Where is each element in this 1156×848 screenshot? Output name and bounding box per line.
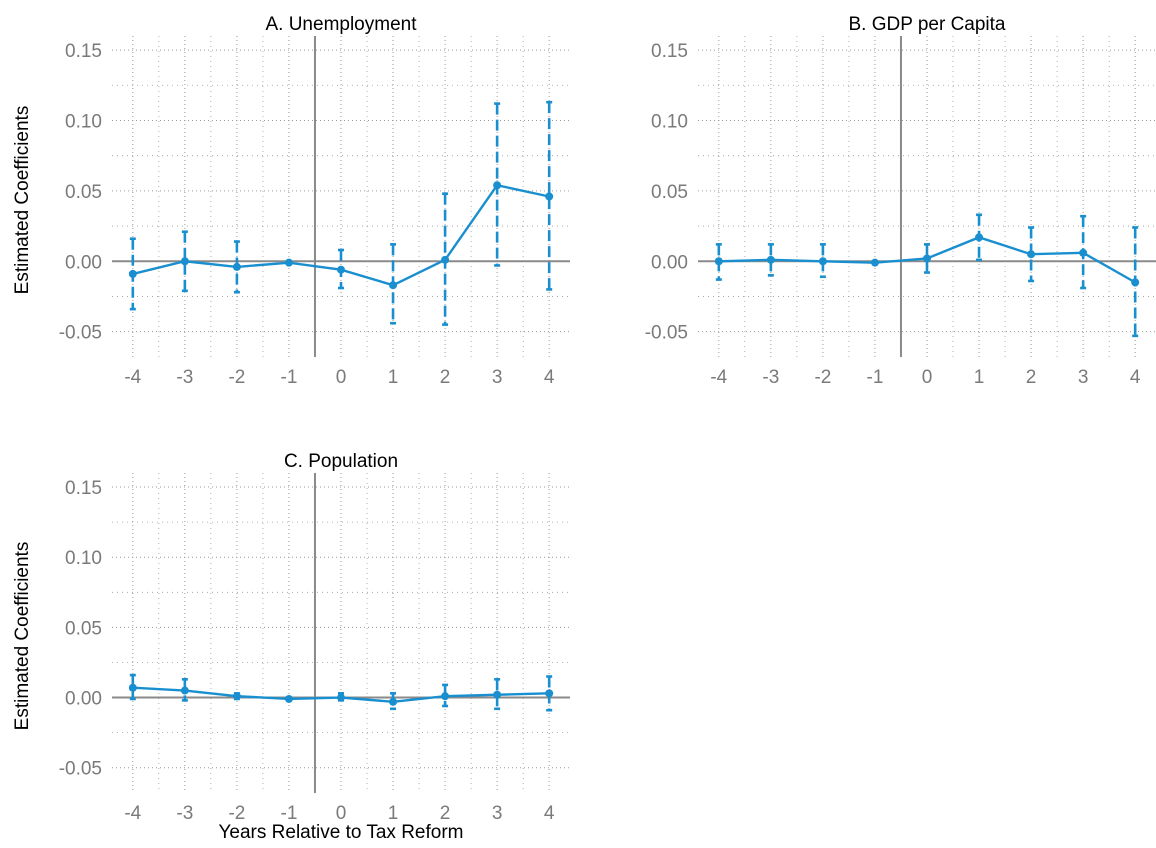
data-point <box>284 694 293 703</box>
y-tick-label: 0.15 <box>65 41 102 62</box>
x-tick-label: 2 <box>1026 367 1037 388</box>
y-tick-label: -0.05 <box>59 759 102 780</box>
data-point <box>180 257 189 266</box>
x-tick-label: 2 <box>440 803 451 824</box>
x-tick-label: 4 <box>544 367 555 388</box>
data-point <box>545 192 554 201</box>
data-point <box>337 265 345 274</box>
x-tick-label: 3 <box>1078 367 1089 388</box>
x-tick-label: 1 <box>388 803 399 824</box>
x-tick-label: 0 <box>922 367 933 388</box>
y-tick-label: 0.10 <box>651 111 688 132</box>
panel-unemployment: A. Unemployment Estimated Coefficients -… <box>12 14 570 388</box>
panel-population: C. Population Estimated Coefficients Yea… <box>12 451 570 843</box>
y-tick-label: -0.05 <box>645 323 688 344</box>
error-bar <box>767 243 774 277</box>
x-tick-label: -1 <box>867 367 884 388</box>
x-tick-label: -3 <box>176 803 193 824</box>
error-bar <box>924 243 930 274</box>
data-point <box>389 697 398 706</box>
y-axis-title-population: Estimated Coefficients <box>12 542 33 731</box>
x-tick-label: -4 <box>710 367 727 388</box>
x-tick-label: 3 <box>492 367 503 388</box>
grid-gdp-per-capita <box>698 36 1156 357</box>
x-axis-title-population: Years Relative to Tax Reform <box>218 822 463 843</box>
x-tick-label: 0 <box>336 803 347 824</box>
y-tick-label: 0.05 <box>65 618 102 639</box>
error-bar <box>546 100 553 291</box>
data-point <box>337 693 345 702</box>
data-point <box>493 181 502 190</box>
data-point <box>232 692 241 701</box>
x-tick-label: 1 <box>388 367 399 388</box>
data-point <box>441 692 450 701</box>
data-point <box>870 258 879 267</box>
x-tick-label: 0 <box>336 367 347 388</box>
x-tick-label: 3 <box>492 803 503 824</box>
data-point <box>180 686 189 695</box>
x-tick-label: 4 <box>1130 367 1141 388</box>
x-tick-label: -2 <box>228 803 245 824</box>
panel-title-population: C. Population <box>284 451 398 472</box>
x-tick-label: -1 <box>281 367 298 388</box>
data-point <box>923 254 931 263</box>
data-point <box>128 683 137 692</box>
x-tick-label: -3 <box>762 367 779 388</box>
panel-title-unemployment: A. Unemployment <box>265 14 417 35</box>
data-point <box>545 689 554 698</box>
data-point <box>714 257 723 266</box>
x-tick-label: -1 <box>281 803 298 824</box>
data-point <box>389 281 398 290</box>
data-point <box>1027 250 1036 259</box>
data-point <box>766 255 775 264</box>
y-tick-label: 0.00 <box>65 689 102 710</box>
y-tick-label: 0.10 <box>65 548 102 569</box>
x-tick-label: -2 <box>228 367 245 388</box>
grid-unemployment <box>112 36 570 357</box>
data-point <box>128 269 137 278</box>
data-point <box>818 257 827 266</box>
data-point <box>1131 278 1140 287</box>
panel-gdp-per-capita: B. GDP per Capita -0.05 0.00 0.05 0.10 0.15 -… <box>645 14 1156 388</box>
error-bar <box>181 230 188 293</box>
error-bar <box>129 673 136 701</box>
x-tick-label: -2 <box>814 367 831 388</box>
x-tick-label: -4 <box>124 803 141 824</box>
x-tick-label: 2 <box>440 367 451 388</box>
y-tick-label: 0.15 <box>65 478 102 499</box>
y-tick-label: 0.00 <box>65 252 102 273</box>
y-tick-label: -0.05 <box>59 323 102 344</box>
y-tick-label: 0.00 <box>651 252 688 273</box>
data-point <box>1079 248 1088 257</box>
data-point <box>232 262 241 271</box>
y-tick-label: 0.05 <box>651 182 688 203</box>
panel-title-gdp-per-capita: B. GDP per Capita <box>848 14 1005 35</box>
x-tick-label: 4 <box>544 803 555 824</box>
y-tick-label: 0.05 <box>65 182 102 203</box>
error-bar <box>494 678 501 711</box>
x-tick-label: -4 <box>124 367 141 388</box>
data-point <box>284 258 293 267</box>
data-point <box>975 233 984 242</box>
y-tick-label: 0.10 <box>65 111 102 132</box>
y-axis-title-unemployment: Estimated Coefficients <box>12 106 33 295</box>
y-tick-label: 0.15 <box>651 41 688 62</box>
x-tick-label: 1 <box>974 367 985 388</box>
data-point <box>493 690 502 699</box>
data-point <box>441 255 450 264</box>
grid-population <box>112 473 570 793</box>
x-tick-label: -3 <box>176 367 193 388</box>
